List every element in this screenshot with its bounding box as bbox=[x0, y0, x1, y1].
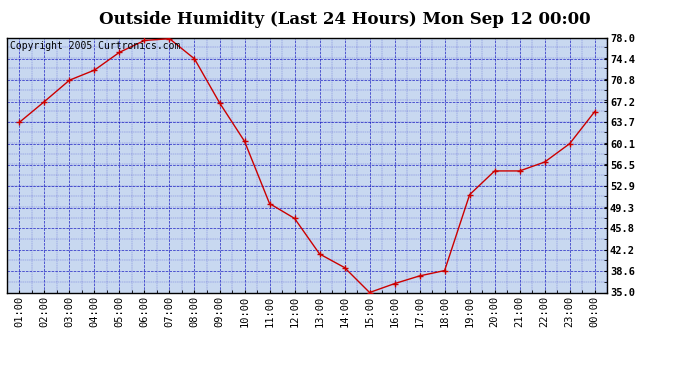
Text: Copyright 2005 Curtronics.com: Copyright 2005 Curtronics.com bbox=[10, 41, 180, 51]
Text: Outside Humidity (Last 24 Hours) Mon Sep 12 00:00: Outside Humidity (Last 24 Hours) Mon Sep… bbox=[99, 11, 591, 28]
